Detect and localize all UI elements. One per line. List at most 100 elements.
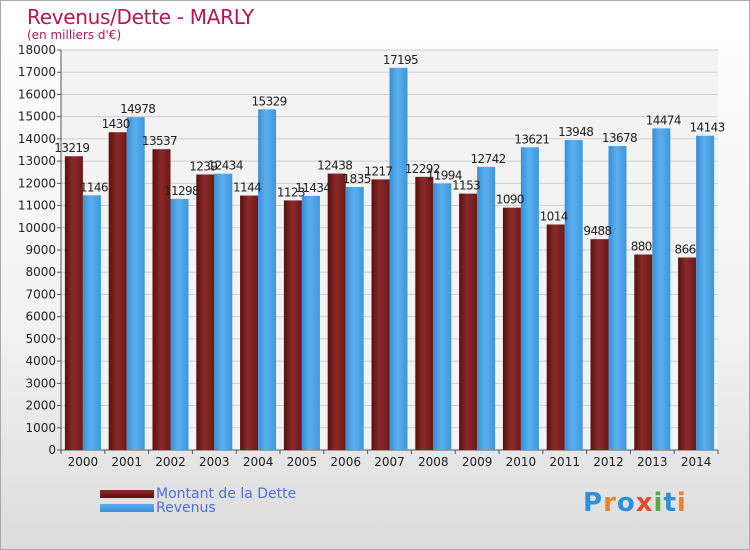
data-label-debt: 12292 [405,162,440,176]
data-label-debt: 1239 [189,159,217,173]
data-label-revenus: 17195 [383,53,418,67]
data-label-debt: 1014 [540,209,568,223]
bar-debt [283,200,302,450]
x-tick-label: 2008 [418,455,449,469]
data-label-revenus: 11994 [427,168,462,182]
data-label-debt: 12438 [317,159,352,173]
y-tick-label: 11000 [18,199,56,213]
bar-revenus [433,183,452,450]
bar-debt [371,179,390,450]
x-tick-label: 2004 [243,455,274,469]
legend-item-debt: Montant de la Dette [100,486,296,502]
y-tick-label: 12000 [18,176,56,190]
bar-debt [152,149,171,450]
bar-revenus [652,128,671,450]
bar-debt [415,176,434,450]
x-tick-label: 2013 [637,455,668,469]
data-label-debt: 13537 [142,134,177,148]
chart-subtitle: (en milliers d'€) [27,28,122,42]
data-label-revenus: 12742 [471,152,506,166]
y-tick-label: 9000 [25,243,56,257]
bar-revenus [696,135,715,450]
y-tick-label: 16000 [18,87,56,101]
data-label-debt: 1153 [452,179,480,193]
bar-revenus [608,146,627,451]
x-tick-label: 2010 [506,455,537,469]
bar-revenus [301,195,320,450]
bar-revenus [258,109,277,450]
x-tick-label: 2000 [68,455,99,469]
data-label-debt: 1217 [364,164,392,178]
x-tick-label: 2005 [287,455,318,469]
bar-revenus [477,166,496,450]
bar-revenus [564,140,583,451]
bar-revenus [389,67,408,450]
data-label-revenus: 13678 [602,131,637,145]
y-tick-label: 18000 [18,43,56,57]
bar-debt [502,207,521,450]
bar-debt [327,173,346,450]
y-tick-label: 0 [48,443,56,457]
x-tick-label: 2006 [330,455,361,469]
bar-debt [240,195,259,450]
data-label-debt: 1430 [102,117,130,131]
x-tick-label: 2003 [199,455,230,469]
bar-debt [64,156,83,450]
data-label-revenus: 14978 [120,102,155,116]
bar-debt [546,224,565,450]
y-tick-label: 2000 [25,399,56,413]
x-tick-label: 2014 [681,455,712,469]
y-tick-label: 7000 [25,287,56,301]
data-label-debt: 13219 [54,141,89,155]
data-label-debt: 9488 [583,224,611,238]
y-tick-label: 17000 [18,65,56,79]
data-label-revenus: 11434 [295,181,330,195]
data-label-debt: 1123 [277,185,305,199]
bar-debt [196,174,215,450]
y-tick-label: 8000 [25,265,56,279]
data-label-revenus: 12434 [208,159,243,173]
legend-label-debt: Montant de la Dette [156,486,297,502]
x-tick-label: 2001 [111,455,142,469]
x-tick-label: 2007 [374,455,405,469]
y-tick-label: 6000 [25,310,56,324]
x-tick-label: 2002 [155,455,186,469]
data-label-debt: 880 [631,239,652,253]
bar-revenus [214,173,233,450]
data-label-revenus: 15329 [252,94,287,108]
data-label-revenus: 1835 [343,172,371,186]
y-tick-label: 14000 [18,132,56,146]
bar-revenus [345,187,364,450]
legend-label-revenus: Revenus [156,500,216,516]
y-tick-label: 10000 [18,221,56,235]
bar-debt [108,132,127,450]
legend-swatch-debt [100,490,154,498]
bar-debt [634,254,653,450]
data-label-debt: 866 [675,242,696,256]
legend-swatch-revenus [100,504,154,512]
y-tick-label: 5000 [25,332,56,346]
data-label-revenus: 11298 [164,184,199,198]
x-tick-label: 2011 [549,455,580,469]
y-tick-label: 15000 [18,110,56,124]
data-label-debt: 1144 [233,181,261,195]
bar-revenus [82,195,101,450]
bar-debt [590,239,609,450]
data-label-revenus: 13621 [514,132,549,146]
legend-item-revenus: Revenus [100,500,216,516]
data-label-revenus: 13948 [558,125,593,139]
x-tick-label: 2009 [462,455,493,469]
y-tick-label: 4000 [25,354,56,368]
data-label-revenus: 14143 [690,121,725,135]
x-tick-label: 2012 [593,455,624,469]
proxiti-logo: Proxiti [583,488,687,518]
y-tick-label: 13000 [18,154,56,168]
bar-revenus [520,147,539,451]
data-label-debt: 1090 [496,193,524,207]
bar-debt [459,193,478,450]
data-label-revenus: 14474 [646,113,681,127]
chart-title: Revenus/Dette - MARLY [27,5,254,29]
data-label-revenus: 1146 [80,180,108,194]
bar-revenus [126,117,145,451]
